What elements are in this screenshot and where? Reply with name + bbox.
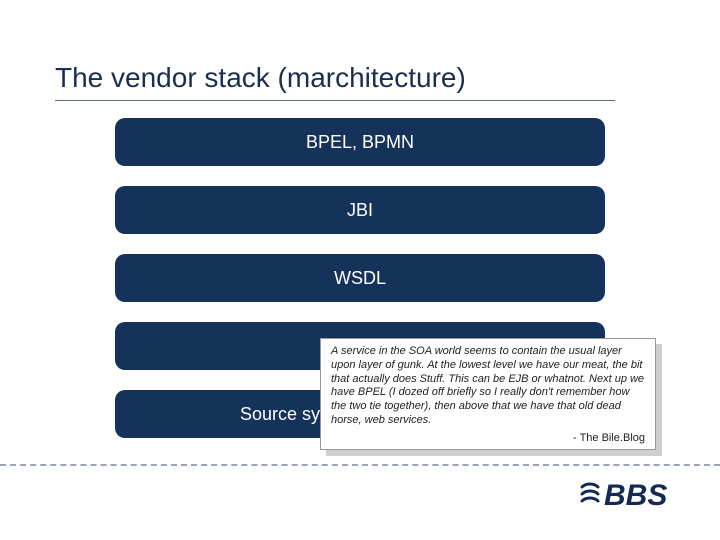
footer-dashed-line [0,464,720,466]
svg-text:BBS: BBS [604,479,667,512]
stack-box-bpel: BPEL, BPMN [115,118,605,166]
quote-text: A service in the SOA world seems to cont… [331,345,644,426]
bbs-logo: BBS [580,473,690,518]
quote-attribution: - The Bile.Blog [331,432,645,446]
logo-icon: BBS [580,473,690,513]
stack-label: JBI [347,200,373,221]
slide: The vendor stack (marchitecture) BPEL, B… [0,0,720,540]
stack-box-wsdl: WSDL [115,254,605,302]
quote-box: A service in the SOA world seems to cont… [320,338,656,450]
slide-title: The vendor stack (marchitecture) [55,62,466,94]
title-underline [55,100,615,101]
stack-box-jbi: JBI [115,186,605,234]
stack-label: BPEL, BPMN [306,132,414,153]
stack-label: WSDL [334,268,386,289]
